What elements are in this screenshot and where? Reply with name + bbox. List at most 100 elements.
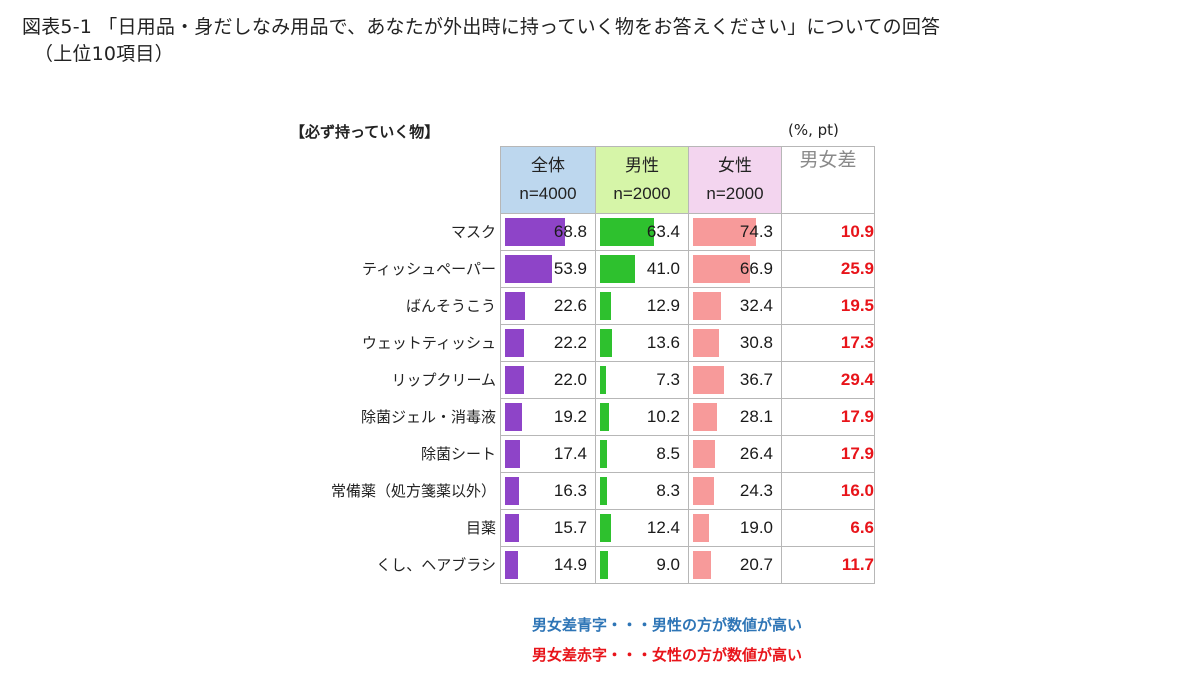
cell-male: 8.3 [595, 472, 689, 510]
table-row: 22.2 13.6 30.8 17.3 [500, 324, 875, 362]
unit-label: (%, pt) [788, 121, 839, 139]
note-red: 男女差赤字・・・女性の方が数値が高い [532, 646, 803, 664]
cell-male: 9.0 [595, 546, 689, 584]
cell-male: 63.4 [595, 213, 689, 251]
value-female: 19.0 [739, 518, 773, 537]
bar-all [505, 440, 521, 468]
value-diff: 11.7 [781, 546, 875, 584]
cell-all: 22.2 [500, 324, 596, 362]
value-all: 15.7 [553, 518, 587, 537]
value-male: 8.5 [656, 444, 680, 463]
row-label: 除菌ジェル・消毒液 [360, 408, 496, 426]
table-row: 16.3 8.3 24.3 16.0 [500, 472, 875, 510]
bar-female [693, 292, 721, 320]
bar-all [505, 403, 522, 431]
cell-female: 24.3 [688, 472, 782, 510]
value-female: 28.1 [739, 407, 773, 426]
header-female: 女性 n=2000 [688, 146, 782, 214]
bar-all [505, 292, 525, 320]
value-all: 16.3 [553, 481, 587, 500]
header-female-name: 女性 [718, 156, 752, 175]
value-male: 12.4 [646, 518, 680, 537]
cell-all: 16.3 [500, 472, 596, 510]
value-male: 8.3 [656, 481, 680, 500]
title-line-1: 図表5-1 「日用品・身だしなみ用品で、あなたが外出時に持っていく物をお答えくだ… [22, 16, 941, 38]
cell-male: 8.5 [595, 435, 689, 473]
cell-all: 22.6 [500, 287, 596, 325]
header-male-n: n=2000 [613, 184, 671, 203]
bar-female [693, 329, 720, 357]
value-diff: 17.9 [781, 435, 875, 473]
bar-male [600, 514, 611, 542]
bar-all [505, 551, 518, 579]
bar-male [600, 255, 635, 283]
value-male: 7.3 [656, 370, 680, 389]
value-diff: 25.9 [781, 250, 875, 288]
cell-all: 15.7 [500, 509, 596, 547]
cell-female: 20.7 [688, 546, 782, 584]
value-diff: 16.0 [781, 472, 875, 510]
bar-male [600, 440, 608, 468]
value-male: 13.6 [646, 333, 680, 352]
cell-female: 28.1 [688, 398, 782, 436]
cell-female: 26.4 [688, 435, 782, 473]
value-male: 12.9 [646, 296, 680, 315]
table-row: 53.9 41.0 66.9 25.9 [500, 250, 875, 288]
bar-all [505, 218, 565, 246]
value-female: 32.4 [739, 296, 773, 315]
header-male: 男性 n=2000 [595, 146, 689, 214]
cell-female: 66.9 [688, 250, 782, 288]
table-row: 68.8 63.4 74.3 10.9 [500, 213, 875, 251]
note-blue: 男女差青字・・・男性の方が数値が高い [532, 616, 803, 634]
row-label: ティッシュペーパー [362, 260, 496, 278]
cell-male: 10.2 [595, 398, 689, 436]
bar-all [505, 329, 525, 357]
bar-male [600, 218, 654, 246]
row-label: リップクリーム [391, 371, 496, 389]
row-label: マスク [450, 223, 496, 241]
table-row: 22.0 7.3 36.7 29.4 [500, 361, 875, 399]
header-all-name: 全体 [531, 156, 565, 175]
cell-male: 13.6 [595, 324, 689, 362]
table-row: 14.9 9.0 20.7 11.7 [500, 546, 875, 584]
value-all: 68.8 [553, 222, 587, 241]
cell-all: 22.0 [500, 361, 596, 399]
value-female: 20.7 [739, 555, 773, 574]
value-all: 19.2 [553, 407, 587, 426]
row-label: ウェットティッシュ [361, 334, 496, 352]
header-female-n: n=2000 [706, 184, 764, 203]
value-female: 66.9 [739, 259, 773, 278]
value-all: 14.9 [553, 555, 587, 574]
value-diff: 10.9 [781, 213, 875, 251]
row-label: 除菌シート [420, 445, 496, 463]
value-diff: 6.6 [781, 509, 875, 547]
bar-all [505, 477, 520, 505]
cell-male: 41.0 [595, 250, 689, 288]
bar-female [693, 477, 714, 505]
cell-all: 68.8 [500, 213, 596, 251]
bar-all [505, 514, 519, 542]
row-label: 目薬 [465, 519, 496, 537]
title-line-2: （上位10項目） [34, 43, 174, 65]
cell-all: 19.2 [500, 398, 596, 436]
value-diff: 19.5 [781, 287, 875, 325]
value-female: 26.4 [739, 444, 773, 463]
bar-female [693, 551, 711, 579]
header-diff: 男女差 [781, 146, 875, 214]
bar-female [693, 514, 710, 542]
value-all: 17.4 [553, 444, 587, 463]
table-row: 15.7 12.4 19.0 6.6 [500, 509, 875, 547]
row-label: ばんそうこう [405, 297, 496, 315]
bar-male [600, 477, 608, 505]
chart-title: 図表5-1 「日用品・身だしなみ用品で、あなたが外出時に持っていく物をお答えくだ… [22, 14, 940, 68]
value-all: 22.6 [553, 296, 587, 315]
value-diff: 17.3 [781, 324, 875, 362]
bar-male [600, 292, 611, 320]
value-all: 22.2 [553, 333, 587, 352]
value-female: 74.3 [739, 222, 773, 241]
bar-male [600, 329, 612, 357]
cell-all: 53.9 [500, 250, 596, 288]
header-all-n: n=4000 [519, 184, 577, 203]
cell-male: 7.3 [595, 361, 689, 399]
value-female: 24.3 [739, 481, 773, 500]
